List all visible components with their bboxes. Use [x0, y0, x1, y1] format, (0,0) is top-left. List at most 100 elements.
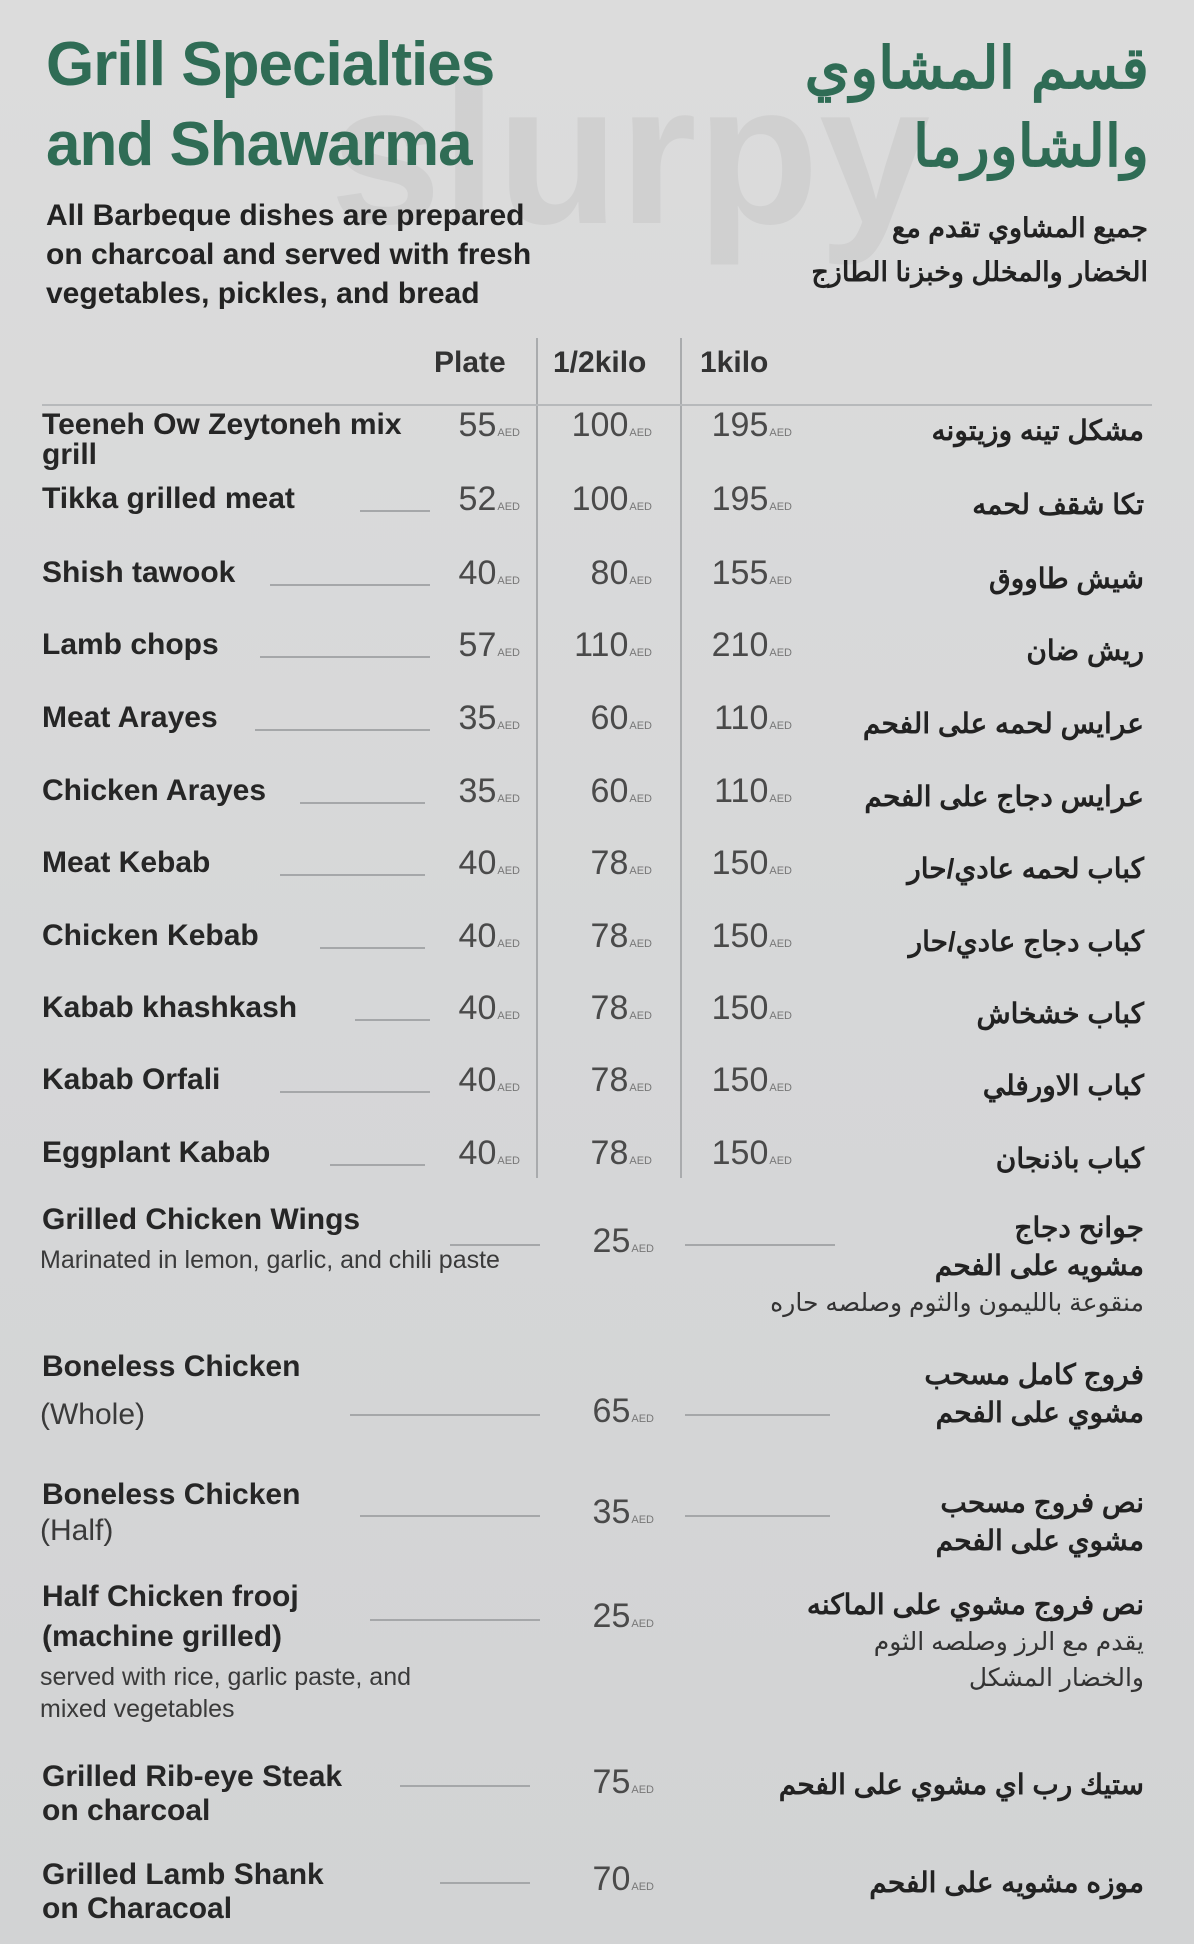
leader-line [280, 1091, 430, 1093]
price-plate: 40AED [420, 989, 520, 1028]
currency-label: AED [631, 1881, 654, 1893]
price-value: 40 [458, 1134, 497, 1172]
price-value: 110 [714, 699, 769, 737]
price-value: 80 [590, 554, 629, 592]
price-half-kilo: 60AED [552, 772, 652, 811]
column-header-kilo: 1kilo [700, 346, 769, 379]
price-plate: 40AED [420, 554, 520, 593]
price-kilo: 150AED [692, 917, 792, 956]
currency-label: AED [629, 501, 652, 513]
price-kilo: 110AED [692, 772, 792, 811]
price-half-kilo: 78AED [552, 844, 652, 883]
item-name: Kabab khashkash [42, 991, 298, 1024]
leader-line [440, 1882, 530, 1884]
currency-label: AED [497, 720, 520, 732]
price-value: 40 [458, 989, 497, 1027]
price-plate: 40AED [420, 1061, 520, 1100]
item-name: Grilled Chicken Wings [42, 1203, 361, 1236]
price-plate: 40AED [420, 917, 520, 956]
price-value: 25 [592, 1597, 631, 1635]
leader-line [360, 1515, 540, 1517]
item-name: Teeneh Ow Zeytoneh mix grill [42, 408, 402, 471]
currency-label: AED [629, 575, 652, 587]
leader-line [320, 947, 425, 949]
currency-label: AED [769, 865, 792, 877]
column-header-plate: Plate [434, 346, 506, 379]
price-value: 35 [458, 699, 497, 737]
header-divider [42, 404, 1152, 406]
item-name-arabic: كباب الاورفلي [982, 1070, 1144, 1101]
item-price: 70AED [554, 1860, 654, 1899]
item-name: Grilled Rib-eye Steak [42, 1760, 343, 1793]
price-value: 100 [571, 406, 629, 444]
currency-label: AED [769, 575, 792, 587]
leader-line [330, 1164, 425, 1166]
price-half-kilo: 110AED [552, 626, 652, 665]
price-value: 150 [711, 1061, 769, 1099]
item-name: Lamb chops [42, 628, 219, 661]
leader-line [270, 584, 430, 586]
price-kilo: 195AED [692, 480, 792, 519]
item-price: 75AED [554, 1763, 654, 1802]
price-value: 78 [590, 1134, 629, 1172]
price-value: 78 [590, 844, 629, 882]
currency-label: AED [769, 1010, 792, 1022]
price-half-kilo: 60AED [552, 699, 652, 738]
subtitle-en-line: on charcoal and served with fresh [46, 238, 532, 271]
item-name-arabic: مشكل تينه وزيتونه [931, 415, 1144, 446]
price-half-kilo: 78AED [552, 917, 652, 956]
currency-label: AED [769, 1155, 792, 1167]
item-name: Meat Kebab [42, 846, 211, 879]
currency-label: AED [497, 575, 520, 587]
item-description: mixed vegetables [40, 1695, 235, 1723]
price-value: 210 [711, 626, 769, 664]
subtitle-ar-line: جميع المشاوي تقدم مع [891, 213, 1148, 243]
item-name: Kabab Orfali [42, 1063, 221, 1096]
item-name: Eggplant Kabab [42, 1136, 271, 1169]
item-name-arabic: عرايس لحمه على الفحم [862, 708, 1144, 739]
item-price: 35AED [554, 1493, 654, 1532]
price-plate: 52AED [420, 480, 520, 519]
item-description-arabic: يقدم مع الرز وصلصه الثوم [873, 1628, 1144, 1656]
price-half-kilo: 100AED [552, 480, 652, 519]
price-plate: 40AED [420, 1134, 520, 1173]
item-name-arabic: فروج كامل مسحب [924, 1359, 1144, 1390]
price-half-kilo: 100AED [552, 406, 652, 445]
subtitle-ar: جميع المشاوي تقدم مع الخضار والمخلل وخبز… [811, 206, 1148, 294]
leader-line [260, 656, 430, 658]
item-name-arabic: ريش ضان [1026, 635, 1144, 666]
price-value: 40 [458, 844, 497, 882]
item-name-arabic: ستيك رب اي مشوي على الفحم [778, 1769, 1144, 1800]
price-value: 195 [711, 480, 769, 518]
item-description: (Half) [40, 1514, 114, 1547]
price-value: 55 [458, 406, 497, 444]
currency-label: AED [497, 647, 520, 659]
price-value: 100 [571, 480, 629, 518]
currency-label: AED [769, 427, 792, 439]
leader-line [300, 802, 425, 804]
item-name: Chicken Kebab [42, 919, 259, 952]
leader-line [685, 1244, 835, 1246]
item-name: Tikka grilled meat [42, 482, 295, 515]
item-name-arabic: تكا شقف لحمه [972, 489, 1144, 520]
currency-label: AED [769, 1082, 792, 1094]
price-kilo: 150AED [692, 1134, 792, 1173]
price-value: 78 [590, 917, 629, 955]
price-half-kilo: 78AED [552, 1134, 652, 1173]
currency-label: AED [629, 1155, 652, 1167]
price-kilo: 110AED [692, 699, 792, 738]
item-description: Marinated in lemon, garlic, and chili pa… [40, 1246, 500, 1274]
currency-label: AED [629, 647, 652, 659]
currency-label: AED [629, 1082, 652, 1094]
item-name-arabic: كباب خشخاش [976, 998, 1144, 1029]
currency-label: AED [629, 938, 652, 950]
item-name-arabic: كباب دجاج عادي/حار [908, 926, 1144, 957]
leader-line [450, 1244, 540, 1246]
currency-label: AED [497, 1010, 520, 1022]
item-name: (machine grilled) [42, 1620, 283, 1653]
price-kilo: 150AED [692, 989, 792, 1028]
title-en-line1: Grill Specialties [46, 30, 495, 99]
price-value: 150 [711, 844, 769, 882]
item-price: 65AED [554, 1392, 654, 1431]
currency-label: AED [631, 1514, 654, 1526]
